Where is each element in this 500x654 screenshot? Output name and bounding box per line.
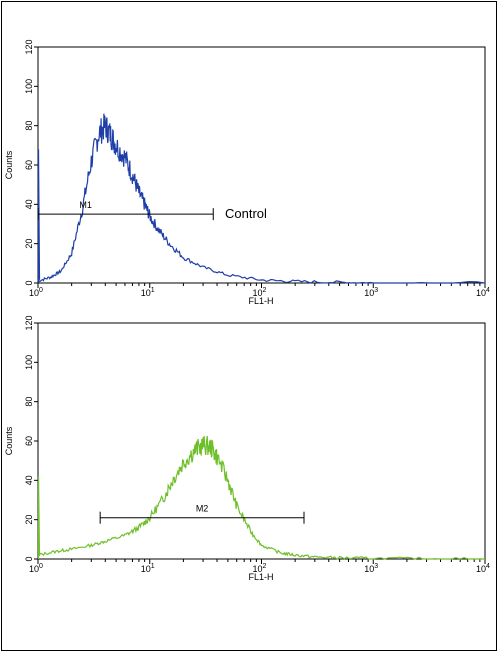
- bottom-x-tick-label: 102: [253, 563, 267, 574]
- bottom-y-tick-label: 120: [24, 315, 34, 330]
- bottom-x-tick-label: 104: [476, 563, 490, 574]
- top-y-tick-label: 20: [24, 239, 34, 249]
- top-gate-label: M1: [79, 200, 92, 210]
- bottom-y-tick-label: 100: [24, 355, 34, 370]
- bottom-y-axis: 0 20 40 60 80 100 120: [24, 315, 38, 562]
- bottom-y-axis-title: Counts: [4, 426, 14, 455]
- bottom-histogram-panel: 0 20 40 60 80 100 120 100 101 102 103 104 Counts F…: [4, 315, 490, 582]
- top-y-tick-label: 60: [24, 160, 34, 170]
- top-histogram-line: [37, 113, 486, 284]
- bottom-y-tick-label: 80: [24, 397, 34, 407]
- top-histogram-panel: 0 20 40 60 80 100 120 100 101 102 103 104 Counts F…: [4, 39, 490, 306]
- bottom-gate-label: M2: [196, 504, 209, 514]
- bottom-x-tick-label: 101: [141, 563, 155, 574]
- control-annotation: Control: [225, 206, 267, 221]
- top-y-tick-label: 100: [24, 79, 34, 94]
- top-y-tick-label: 0: [24, 280, 34, 285]
- top-x-axis: 100 101 102 103 104: [29, 283, 490, 298]
- bottom-x-axis: 100 101 102 103 104: [29, 559, 490, 574]
- top-y-axis-title: Counts: [4, 150, 14, 179]
- top-y-axis: 0 20 40 60 80 100 120: [24, 39, 38, 286]
- top-x-tick-label: 104: [476, 287, 490, 298]
- top-x-tick-label: 100: [29, 287, 43, 298]
- bottom-x-axis-title: FL1-H: [248, 572, 273, 582]
- top-x-tick-label: 103: [364, 287, 378, 298]
- top-y-tick-label: 120: [24, 39, 34, 54]
- bottom-gate-marker: M2: [99, 504, 305, 524]
- top-gate-marker: M1: [37, 200, 214, 221]
- bottom-x-tick-label: 103: [364, 563, 378, 574]
- bottom-y-tick-label: 20: [24, 515, 34, 525]
- bottom-y-tick-label: 40: [24, 475, 34, 485]
- bottom-x-tick-label: 100: [29, 563, 43, 574]
- top-y-tick-label: 40: [24, 199, 34, 209]
- top-x-axis-title: FL1-H: [248, 296, 273, 306]
- bottom-y-tick-label: 0: [24, 556, 34, 561]
- top-plot-frame: [37, 46, 486, 284]
- bottom-histogram-line: [37, 435, 486, 560]
- top-x-tick-label: 101: [141, 287, 155, 298]
- bottom-plot-frame: [37, 322, 486, 560]
- top-y-tick-label: 80: [24, 121, 34, 131]
- top-x-tick-label: 102: [253, 287, 267, 298]
- bottom-y-tick-label: 60: [24, 436, 34, 446]
